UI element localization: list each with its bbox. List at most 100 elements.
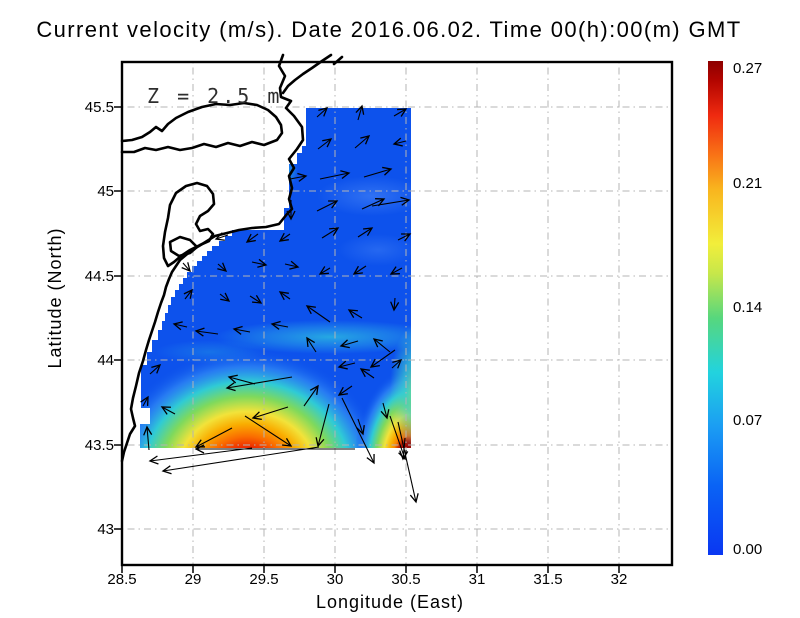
current-arrow: [217, 262, 228, 272]
y-tick-label: 43: [97, 521, 114, 538]
x-tick-label: 29.5: [249, 571, 279, 588]
current-arrow: [306, 336, 317, 353]
velocity-feature: [390, 324, 411, 448]
current-arrow: [339, 339, 359, 349]
current-arrow: [354, 135, 371, 149]
current-arrows: [140, 104, 419, 504]
plot-title: Current velocity (m/s). Date 2016.06.02.…: [36, 17, 742, 42]
y-tick-label: 45.5: [84, 99, 114, 116]
coastline-path: [168, 235, 199, 258]
colorbar-tick-label: 0.21: [733, 175, 763, 192]
current-arrow: [172, 321, 188, 331]
current-arrow: [319, 170, 351, 180]
plot-frame: [120, 60, 674, 567]
depth-annotation: Z = 2.5 m: [147, 84, 283, 108]
current-arrow: [391, 359, 403, 369]
current-arrow: [315, 403, 330, 448]
x-axis-label: Longitude (East): [315, 592, 465, 612]
current-arrow: [318, 266, 331, 275]
current-arrow: [232, 325, 251, 335]
velocity-field: [140, 108, 411, 448]
x-tick-label: 29: [184, 571, 202, 588]
current-arrow: [194, 327, 219, 337]
current-arrow: [355, 104, 365, 121]
current-arrow: [140, 395, 149, 407]
current-arrow: [227, 374, 256, 385]
current-arrow: [357, 227, 374, 238]
current-arrow: [361, 198, 386, 210]
current-arrow: [249, 294, 263, 304]
current-arrow: [284, 260, 300, 270]
current-arrow: [181, 262, 191, 273]
y-tick-label: 44.5: [84, 268, 114, 285]
velocity-feature: [155, 340, 265, 364]
current-arrow: [278, 291, 291, 301]
y-tick-label: 45: [97, 183, 114, 200]
current-arrow: [316, 107, 329, 118]
current-arrow: [363, 166, 393, 178]
current-arrow: [270, 320, 289, 330]
current-arrow: [143, 425, 153, 451]
x-tick-label: 30: [326, 571, 344, 588]
current-arrow: [160, 406, 176, 415]
colorbar-tick-label: 0.27: [733, 60, 763, 77]
current-arrow: [397, 233, 412, 242]
current-arrow: [337, 360, 356, 370]
current-arrow: [356, 418, 365, 436]
current-arrow: [289, 172, 308, 182]
x-tick-label: 28.5: [107, 571, 137, 588]
gridlines: [122, 62, 672, 565]
y-tick-label: 43.5: [84, 437, 114, 454]
current-arrow: [303, 384, 319, 407]
colorbar-gradient: [708, 61, 723, 555]
field-base: [140, 108, 411, 448]
coastline: [120, 53, 344, 463]
current-arrow: [317, 138, 333, 150]
current-arrow: [316, 200, 339, 212]
x-tick-label: 32: [610, 571, 628, 588]
x-tick-label: 31.5: [533, 571, 563, 588]
current-arrow: [372, 338, 391, 353]
current-arrow: [369, 349, 396, 368]
current-arrow: [183, 288, 193, 300]
current-arrow: [389, 266, 403, 275]
current-arrow: [305, 305, 331, 323]
coastline-path: [161, 181, 216, 268]
y-axis-label: Latitude (North): [45, 227, 65, 369]
axis-ticks: [114, 106, 620, 573]
current-arrow: [380, 402, 390, 420]
x-tick-label: 30.5: [391, 571, 421, 588]
colorbar-tick-label: 0.14: [733, 299, 763, 316]
y-tick-label: 44: [97, 352, 114, 369]
current-arrow: [393, 108, 408, 117]
current-arrow: [251, 406, 289, 421]
current-arrow: [390, 297, 400, 312]
velocity-feature: [394, 436, 411, 448]
current-arrow: [347, 309, 363, 319]
current-arrow: [352, 265, 367, 275]
current-arrow: [194, 427, 233, 448]
velocity-feature: [140, 349, 387, 448]
coastline-path: [281, 53, 333, 95]
current-arrow: [149, 364, 162, 375]
current-arrow: [244, 415, 293, 447]
x-tick-label: 31: [468, 571, 486, 588]
current-arrow: [161, 446, 320, 475]
current-arrow: [245, 233, 259, 243]
current-arrow: [225, 376, 293, 392]
velocity-feature: [317, 176, 411, 216]
current-arrow: [321, 227, 340, 239]
current-arrow: [148, 447, 253, 465]
current-arrow: [359, 368, 375, 379]
colorbar-tick-label: 0.00: [733, 541, 763, 558]
colorbar-tick-label: 0.07: [733, 412, 763, 429]
current-arrow: [392, 137, 407, 147]
current-arrow: [397, 421, 419, 504]
current-arrow: [251, 258, 268, 268]
velocity-feature: [338, 234, 411, 266]
current-arrow: [219, 292, 231, 302]
coastline-path: [120, 101, 284, 154]
current-arrow: [337, 385, 353, 396]
